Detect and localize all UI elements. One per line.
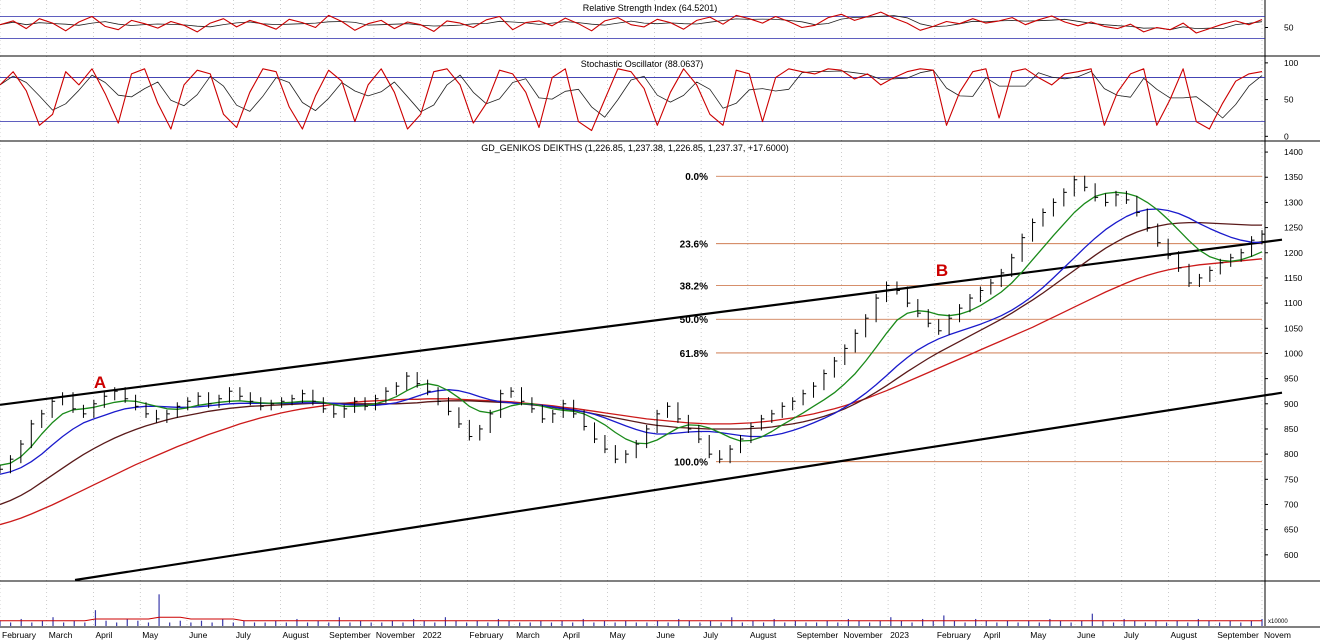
stoch-signal-line: [0, 69, 1263, 119]
x-tick-label: September: [1217, 630, 1259, 640]
x-tick-label: 2023: [890, 630, 909, 640]
price-title: GD_GENIKOS DEIKTHS (1,226.85, 1,237.38, …: [481, 143, 788, 153]
price-y-tick-label: 1150: [1284, 273, 1303, 283]
x-tick-label: June: [1077, 630, 1096, 640]
x-tick-label: November: [843, 630, 882, 640]
price-y-tick-label: 900: [1284, 399, 1298, 409]
stoch-title: Stochastic Oscillator (88.0637): [581, 59, 704, 69]
stoch-line: [0, 68, 1263, 132]
fib-level-label: 50.0%: [680, 315, 708, 326]
price-y-tick-label: 1100: [1284, 298, 1303, 308]
stoch-y-tick-label: 100: [1284, 58, 1298, 68]
stoch-panel: [0, 68, 1265, 132]
price-y-tick-label: 1300: [1284, 197, 1303, 207]
fib-level-label: 100.0%: [674, 458, 708, 469]
x-tick-label: June: [656, 630, 675, 640]
price-y-tick-label: 1250: [1284, 223, 1303, 233]
stoch-y-tick-label: 50: [1284, 95, 1294, 105]
x-tick-label: March: [49, 630, 73, 640]
fib-level-label: 23.6%: [680, 240, 708, 251]
volume-panel: [0, 594, 1263, 626]
ma-mid-line: [0, 208, 1263, 475]
volume-avg-line: [0, 616, 1262, 622]
price-y-tick-label: 1050: [1284, 323, 1303, 333]
rsi-signal-line: [0, 15, 1263, 31]
price-y-tick-label: 1350: [1284, 172, 1303, 182]
wave-label-a: A: [94, 373, 106, 392]
x-tick-label: May: [142, 630, 159, 640]
grid-layer: [0, 0, 1263, 626]
price-y-tick-label: 600: [1284, 550, 1298, 560]
rsi-y-tick-label: 50: [1284, 23, 1294, 33]
x-tick-label: June: [189, 630, 208, 640]
x-tick-label: August: [1171, 630, 1198, 640]
x-tick-label: April: [984, 630, 1001, 640]
price-y-tick-label: 700: [1284, 499, 1298, 509]
price-y-tick-label: 1000: [1284, 348, 1303, 358]
stoch-y-tick-label: 0: [1284, 131, 1289, 141]
ma-long-line: [0, 258, 1263, 526]
upper-channel-line: [0, 238, 1283, 406]
volume-unit-label: x10000: [1268, 619, 1288, 625]
panel-titles: Relative Strength Index (64.5201) Stocha…: [481, 3, 788, 153]
rsi-title: Relative Strength Index (64.5201): [583, 3, 718, 13]
x-tick-label: November: [376, 630, 415, 640]
price-y-tick-label: 800: [1284, 449, 1298, 459]
x-tick-label: September: [797, 630, 839, 640]
rsi-panel: [0, 11, 1265, 39]
x-tick-label: February: [2, 630, 37, 640]
x-tick-label: May: [1030, 630, 1047, 640]
x-tick-label: August: [282, 630, 309, 640]
x-tick-label: August: [750, 630, 777, 640]
price-y-tick-label: 850: [1284, 424, 1298, 434]
annotations: AB: [94, 261, 948, 392]
lower-channel-line: [74, 391, 1283, 582]
price-y-tick-label: 750: [1284, 474, 1298, 484]
x-tick-label: July: [236, 630, 252, 640]
x-tick-label: May: [610, 630, 627, 640]
x-tick-label: September: [329, 630, 371, 640]
x-tick-label: 2022: [423, 630, 442, 640]
price-panel: 0.0% 23.6% 38.2% 50.0% 61.8% 100.0%: [0, 172, 1283, 582]
price-y-tick-label: 950: [1284, 374, 1298, 384]
x-tick-label: July: [1124, 630, 1140, 640]
wave-label-b: B: [936, 261, 948, 280]
ma-slow-line: [0, 221, 1262, 506]
price-y-tick-label: 1200: [1284, 248, 1303, 258]
x-tick-label: July: [703, 630, 719, 640]
x-tick-label: February: [469, 630, 504, 640]
x-tick-label: Novem: [1264, 630, 1291, 640]
x-tick-label: April: [95, 630, 112, 640]
x-tick-label: March: [516, 630, 540, 640]
x-tick-label: April: [563, 630, 580, 640]
rsi-line: [0, 11, 1263, 34]
fib-level-label: 0.0%: [685, 172, 708, 183]
price-y-tick-label: 650: [1284, 525, 1298, 535]
x-tick-label: February: [937, 630, 972, 640]
fib-level-label: 61.8%: [680, 349, 708, 360]
fib-level-label: 38.2%: [680, 281, 708, 292]
price-y-tick-label: 1400: [1284, 147, 1303, 157]
